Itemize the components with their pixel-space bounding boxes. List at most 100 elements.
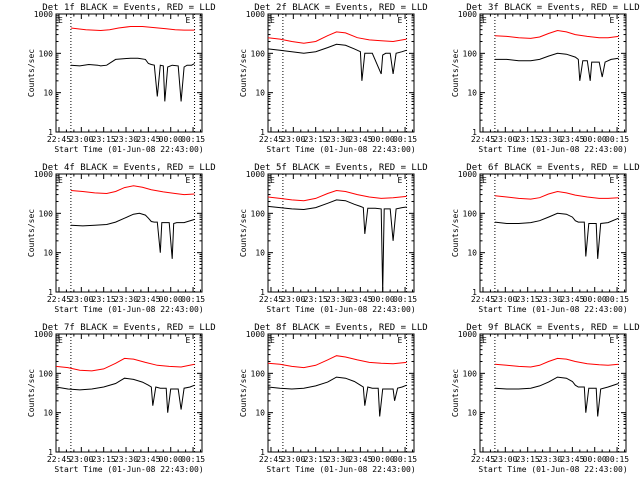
x-tick-label: 22:45 — [471, 295, 495, 304]
plot-frame — [55, 173, 203, 293]
x-tick-label: 23:00 — [493, 295, 517, 304]
x-tick-label: 23:15 — [92, 295, 116, 304]
left-edge-marker: E — [482, 176, 487, 185]
y-tick-label: 10 — [255, 409, 265, 418]
events-series-line — [70, 212, 195, 259]
x-axis-label: Start Time (01-Jun-08 22:43:00) — [266, 145, 415, 154]
x-tick-label: 00:00 — [583, 455, 607, 464]
panel-title: Det 8f BLACK = Events, RED = LLD — [254, 323, 427, 333]
x-tick-label: 00:15 — [181, 135, 205, 144]
lld-series-line — [55, 357, 195, 372]
y-tick-label: 1000 — [34, 330, 53, 339]
x-tick-label: 00:15 — [181, 455, 205, 464]
x-tick-label: 23:45 — [136, 455, 160, 464]
y-tick-label: 10 — [255, 249, 265, 258]
panel-8: Det 8f BLACK = Events, RED = LLD 1 10 100 10… — [239, 323, 428, 474]
x-tick-label: 23:15 — [516, 455, 540, 464]
x-tick-label: 23:00 — [493, 135, 517, 144]
x-tick-label: 23:30 — [326, 135, 350, 144]
y-tick-label: 100 — [39, 209, 54, 218]
x-tick-label: 22:45 — [471, 455, 495, 464]
y-tick-label: 1000 — [458, 170, 477, 179]
x-tick-label: 23:30 — [326, 455, 350, 464]
y-tick-label: 1000 — [458, 330, 477, 339]
x-tick-label: 23:30 — [114, 455, 138, 464]
x-tick-label: 23:45 — [348, 135, 372, 144]
x-tick-label: 00:15 — [605, 455, 629, 464]
panel-6: Det 6f BLACK = Events, RED = LLD 1 10 100 10… — [451, 163, 640, 314]
y-tick-label: 100 — [39, 49, 54, 58]
left-edge-marker: E — [270, 176, 275, 185]
x-tick-label: 23:30 — [114, 295, 138, 304]
y-axis-label: Counts/sec — [239, 369, 248, 417]
lld-series-line — [494, 190, 619, 200]
x-tick-label: 22:45 — [259, 295, 283, 304]
y-tick-label: 1000 — [246, 170, 265, 179]
y-tick-label: 100 — [463, 209, 478, 218]
x-tick-label: 00:00 — [583, 135, 607, 144]
x-tick-label: 22:45 — [259, 135, 283, 144]
x-tick-label: 22:45 — [259, 455, 283, 464]
x-tick-label: 23:30 — [114, 135, 138, 144]
x-tick-label: 00:00 — [371, 455, 395, 464]
x-tick-label: 23:00 — [281, 455, 305, 464]
plot-frame — [479, 173, 627, 293]
y-tick-label: 1000 — [34, 170, 53, 179]
y-tick-label: 100 — [251, 209, 266, 218]
x-tick-label: 23:00 — [281, 135, 305, 144]
lld-series-line — [70, 185, 195, 196]
y-tick-label: 10 — [43, 249, 53, 258]
x-tick-label: 23:15 — [92, 455, 116, 464]
y-tick-label: 1 — [472, 288, 477, 297]
x-tick-label: 00:15 — [605, 295, 629, 304]
lld-series-line — [494, 357, 619, 368]
panel-title: Det 1f BLACK = Events, RED = LLD — [42, 3, 215, 13]
panel-3: Det 3f BLACK = Events, RED = LLD 1 10 100 10… — [451, 3, 640, 154]
right-edge-marker: E — [610, 176, 615, 185]
panel-title: Det 6f BLACK = Events, RED = LLD — [466, 163, 639, 173]
events-series-line — [494, 52, 619, 81]
plot-frame — [55, 13, 203, 133]
panel-title: Det 7f BLACK = Events, RED = LLD — [42, 323, 215, 333]
panel-title: Det 4f BLACK = Events, RED = LLD — [42, 163, 215, 173]
right-edge-marker: E — [186, 176, 191, 185]
x-tick-label: 23:30 — [538, 295, 562, 304]
left-edge-marker: E — [58, 176, 63, 185]
plot-frame — [55, 333, 203, 453]
y-tick-label: 1000 — [246, 10, 265, 19]
right-edge-marker: E — [398, 336, 403, 345]
x-tick-label: 23:15 — [516, 295, 540, 304]
y-tick-label: 1 — [472, 448, 477, 457]
y-tick-label: 10 — [467, 409, 477, 418]
y-tick-label: 1 — [260, 288, 265, 297]
x-tick-label: 23:00 — [69, 295, 93, 304]
x-tick-label: 23:45 — [560, 295, 584, 304]
plot-frame — [479, 13, 627, 133]
panel-title: Det 3f BLACK = Events, RED = LLD — [466, 3, 639, 13]
x-tick-label: 23:30 — [326, 295, 350, 304]
x-axis-label: Start Time (01-Jun-08 22:43:00) — [478, 145, 627, 154]
x-tick-label: 23:45 — [560, 135, 584, 144]
x-axis-label: Start Time (01-Jun-08 22:43:00) — [54, 305, 203, 314]
x-axis-label: Start Time (01-Jun-08 22:43:00) — [54, 465, 203, 474]
panel-9: Det 9f BLACK = Events, RED = LLD 1 10 100 10… — [451, 323, 640, 474]
plot-frame — [267, 13, 415, 133]
left-edge-marker: E — [58, 16, 63, 25]
left-edge-marker: E — [270, 16, 275, 25]
x-tick-label: 00:00 — [583, 295, 607, 304]
y-tick-label: 1000 — [34, 10, 53, 19]
y-tick-label: 10 — [467, 89, 477, 98]
x-axis-label: Start Time (01-Jun-08 22:43:00) — [478, 305, 627, 314]
y-tick-label: 1000 — [246, 330, 265, 339]
y-tick-label: 1 — [260, 128, 265, 137]
x-tick-label: 00:00 — [159, 135, 183, 144]
x-tick-label: 00:15 — [393, 455, 417, 464]
y-axis-label: Counts/sec — [27, 209, 36, 257]
panel-1: Det 1f BLACK = Events, RED = LLD 1 10 100 10… — [27, 3, 216, 154]
events-series-line — [267, 376, 407, 417]
y-tick-label: 100 — [251, 49, 266, 58]
y-tick-label: 1 — [472, 128, 477, 137]
y-axis-label: Counts/sec — [239, 209, 248, 257]
